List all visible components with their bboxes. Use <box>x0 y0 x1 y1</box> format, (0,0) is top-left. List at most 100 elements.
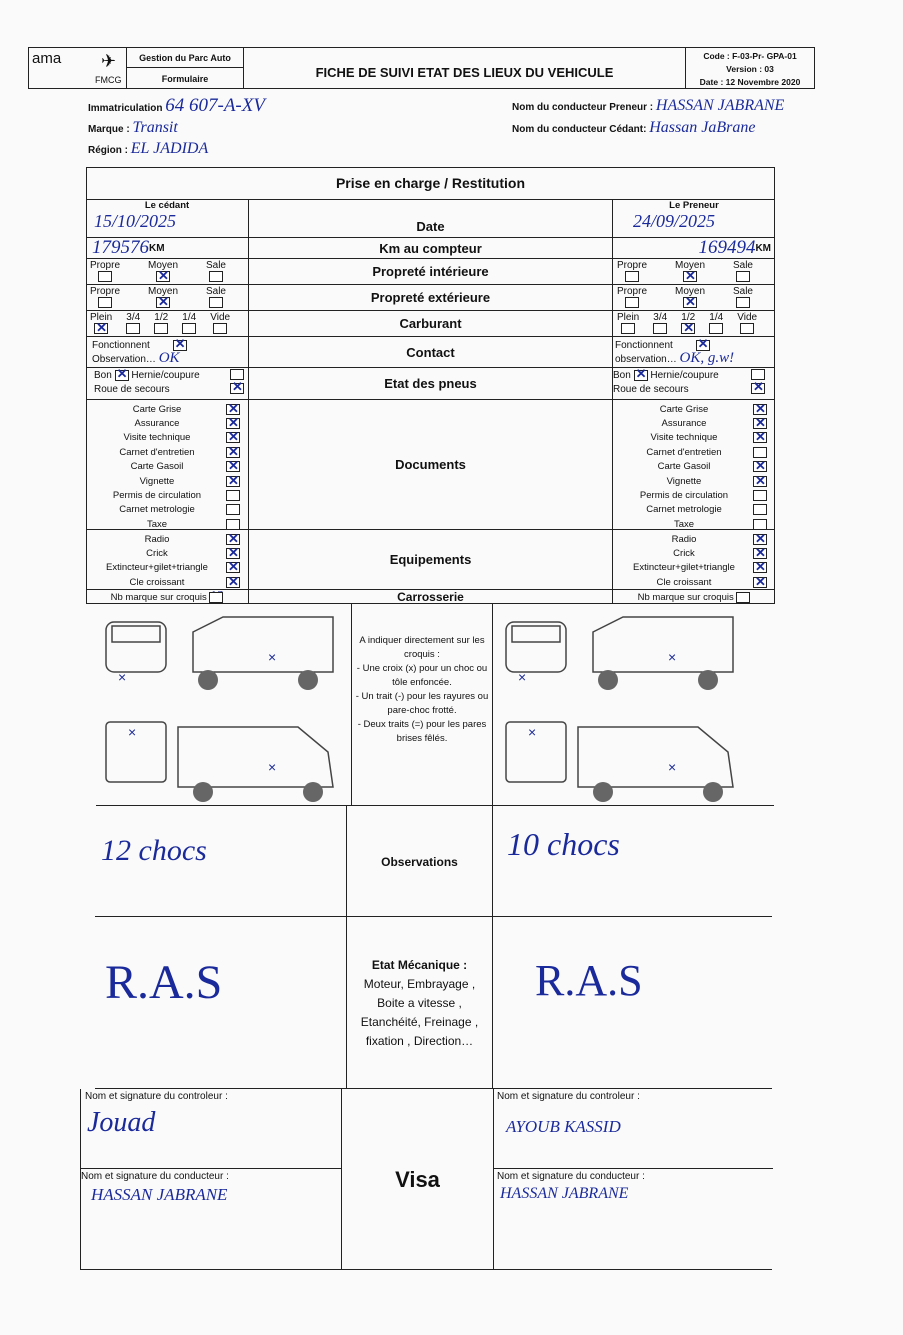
checkbox[interactable] <box>695 337 710 351</box>
checkbox[interactable] <box>172 337 187 351</box>
option-1/4[interactable]: 1/4 <box>182 312 197 336</box>
option-plein[interactable]: Plein <box>90 312 112 336</box>
checkbox[interactable] <box>226 574 240 590</box>
row-pneus: Bon Hernie/coupure Roue de secours Etat … <box>86 367 775 400</box>
checkbox[interactable] <box>154 323 169 334</box>
checkbox[interactable] <box>753 531 767 547</box>
row-carburant: Plein3/41/21/4VideCarburantPlein3/41/21/… <box>86 311 775 337</box>
damage-mark: × <box>268 649 276 665</box>
checkbox[interactable] <box>753 458 767 474</box>
option-1/4[interactable]: 1/4 <box>709 312 724 336</box>
option-3/4[interactable]: 3/4 <box>126 312 141 336</box>
preneur-name: HASSAN JABRANE <box>655 97 785 114</box>
list-item: Carnet metrologie <box>94 503 240 517</box>
option-plein[interactable]: Plein <box>617 312 639 336</box>
checkbox[interactable] <box>753 446 767 458</box>
checkbox[interactable] <box>753 504 767 516</box>
checkbox[interactable] <box>681 320 696 336</box>
checkbox[interactable] <box>633 367 648 381</box>
checkbox[interactable] <box>625 297 639 308</box>
option-moyen[interactable]: Moyen <box>675 260 705 284</box>
checkbox[interactable] <box>753 574 767 590</box>
checkbox[interactable] <box>226 518 240 530</box>
checkbox[interactable] <box>94 320 109 336</box>
row-mecanique: R.A.S Etat Mécanique : Moteur, Embrayage… <box>95 917 772 1089</box>
checkbox[interactable] <box>736 591 751 603</box>
region-value: EL JADIDA <box>130 140 209 157</box>
option-vide[interactable]: Vide <box>737 312 757 336</box>
wheel <box>698 670 718 690</box>
checkbox[interactable] <box>230 380 244 394</box>
checkbox[interactable] <box>213 323 228 334</box>
option-moyen[interactable]: Moyen <box>148 286 178 310</box>
checkbox[interactable] <box>682 268 697 284</box>
checkbox[interactable] <box>226 559 240 575</box>
checkbox[interactable] <box>653 323 668 334</box>
checkbox[interactable] <box>98 271 112 282</box>
list-item: Permis de circulation <box>621 488 767 502</box>
option-propre[interactable]: Propre <box>617 260 647 284</box>
option-moyen[interactable]: Moyen <box>148 260 178 284</box>
checkbox[interactable] <box>735 297 750 308</box>
checkbox[interactable] <box>621 323 636 334</box>
checkbox[interactable] <box>226 531 240 547</box>
checkbox[interactable] <box>753 473 767 489</box>
row-croquis: Nb marque sur croquis 12 Carrosserie Nb … <box>86 589 775 604</box>
checkbox[interactable] <box>98 297 112 308</box>
checkbox[interactable] <box>753 518 767 530</box>
checkbox[interactable] <box>709 323 724 334</box>
checkbox[interactable] <box>226 444 240 460</box>
checkbox[interactable] <box>226 504 240 516</box>
checkbox[interactable] <box>740 323 755 334</box>
signature-conducteur-right: HASSAN JABRANE <box>500 1185 629 1202</box>
checkbox[interactable] <box>751 380 765 394</box>
checkbox[interactable] <box>226 490 240 502</box>
list-item: Crick <box>94 545 240 561</box>
checkbox[interactable] <box>753 401 767 417</box>
checkbox[interactable] <box>114 367 129 381</box>
checkbox[interactable] <box>226 415 240 431</box>
option-propre[interactable]: Propre <box>617 286 647 310</box>
checkbox[interactable] <box>735 271 750 282</box>
checkbox[interactable] <box>155 268 170 284</box>
checkbox[interactable] <box>226 401 240 417</box>
checkbox[interactable] <box>226 458 240 474</box>
checkbox[interactable] <box>753 545 767 561</box>
checkbox[interactable] <box>208 271 223 282</box>
list-item: Carte Gasoil <box>94 458 240 474</box>
option-3/4[interactable]: 3/4 <box>653 312 668 336</box>
checkbox[interactable] <box>226 545 240 561</box>
option-sale[interactable]: Sale <box>206 286 226 310</box>
option-sale[interactable]: Sale <box>733 286 753 310</box>
checkbox[interactable] <box>625 271 639 282</box>
checkbox[interactable] <box>182 323 197 334</box>
immat-value: 64 607-A-XV <box>165 95 265 116</box>
checkbox[interactable] <box>753 415 767 431</box>
list-item: Visite technique <box>621 429 767 445</box>
row-km: 179576 KM Km au compteur 169494 KM <box>86 237 775 259</box>
signature-section: Nom et signature du controleur : Jouad N… <box>80 1089 773 1270</box>
checkbox[interactable] <box>753 559 767 575</box>
option-propre[interactable]: Propre <box>90 286 120 310</box>
logo: ama ✈ FMCG <box>29 48 127 88</box>
row-equipements: RadioCrickExtincteur+gilet+triangleCle c… <box>86 530 775 590</box>
option-sale[interactable]: Sale <box>206 260 226 284</box>
option-moyen[interactable]: Moyen <box>675 286 705 310</box>
checkbox[interactable] <box>155 294 170 310</box>
option-1/2[interactable]: 1/2 <box>681 312 696 336</box>
checkbox[interactable] <box>682 294 697 310</box>
cedant-name: Hassan JaBrane <box>649 119 756 136</box>
checkbox[interactable] <box>208 297 223 308</box>
checkbox[interactable] <box>226 473 240 489</box>
checkbox[interactable] <box>209 591 224 603</box>
wheel <box>598 670 618 690</box>
option-1/2[interactable]: 1/2 <box>154 312 169 336</box>
checkbox[interactable] <box>753 429 767 445</box>
option-vide[interactable]: Vide <box>210 312 230 336</box>
option-propre[interactable]: Propre <box>90 260 120 284</box>
checkbox[interactable] <box>753 490 767 502</box>
list-item: Assurance <box>94 415 240 431</box>
option-sale[interactable]: Sale <box>733 260 753 284</box>
checkbox[interactable] <box>226 429 240 445</box>
checkbox[interactable] <box>126 323 141 334</box>
